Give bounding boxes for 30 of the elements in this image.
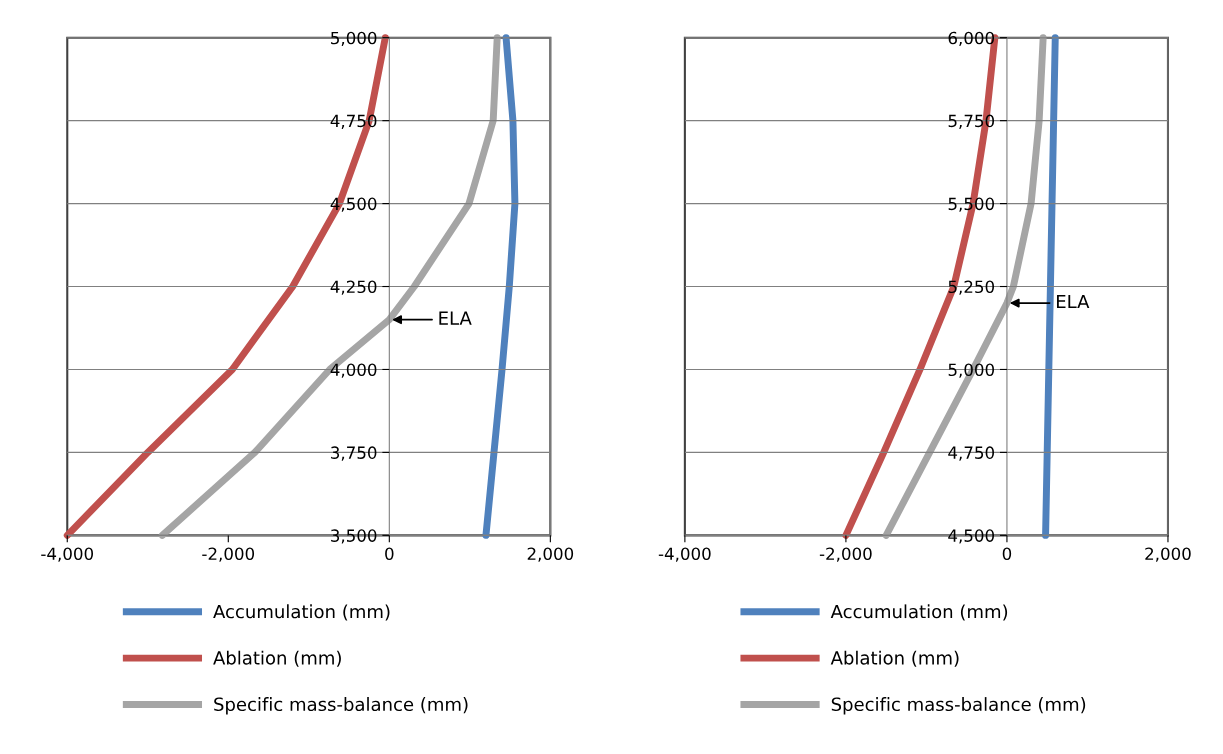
x-tick-label: -2,000: [202, 547, 255, 562]
y-tick-label: 5,000: [331, 31, 377, 46]
legend-label: Ablation (mm): [830, 650, 959, 667]
legend-label: Accumulation (mm): [213, 604, 390, 621]
y-tick-label: 4,750: [948, 446, 995, 461]
y-tick-label: 3,500: [331, 529, 377, 544]
annotation: ELA: [1057, 294, 1090, 309]
y-tick-label: 4,500: [948, 529, 995, 544]
x-tick-label: -4,000: [658, 547, 711, 562]
y-tick-label: 4,500: [330, 197, 377, 212]
y-tick-label: 4,000: [330, 363, 377, 378]
y-tick-label: 6,000: [948, 31, 995, 46]
x-tick-label: 0: [385, 547, 394, 561]
legend-label: Accumulation (mm): [830, 604, 1008, 621]
x-tick-label: -4,000: [41, 547, 94, 562]
legend-label: Specific mass-balance (mm): [831, 697, 1086, 715]
y-tick-label: 4,250: [330, 280, 377, 295]
x-tick-label: -2,000: [819, 547, 872, 562]
y-tick-label: 5,500: [948, 197, 995, 212]
legend-label: Ablation (mm): [213, 650, 341, 667]
y-tick-label: 3,750: [331, 446, 377, 461]
x-tick-label: 0: [1002, 547, 1012, 561]
legend-label: Specific mass-balance (mm): [214, 697, 468, 715]
x-tick-label: 2,000: [1145, 547, 1191, 562]
x-tick-label: 2,000: [527, 547, 574, 562]
y-tick-label: 4,750: [330, 114, 377, 129]
annotation: ELA: [439, 311, 472, 325]
y-tick-label: 5,250: [948, 280, 995, 295]
y-tick-label: 5,750: [948, 114, 995, 129]
y-tick-label: 5,000: [948, 363, 995, 378]
